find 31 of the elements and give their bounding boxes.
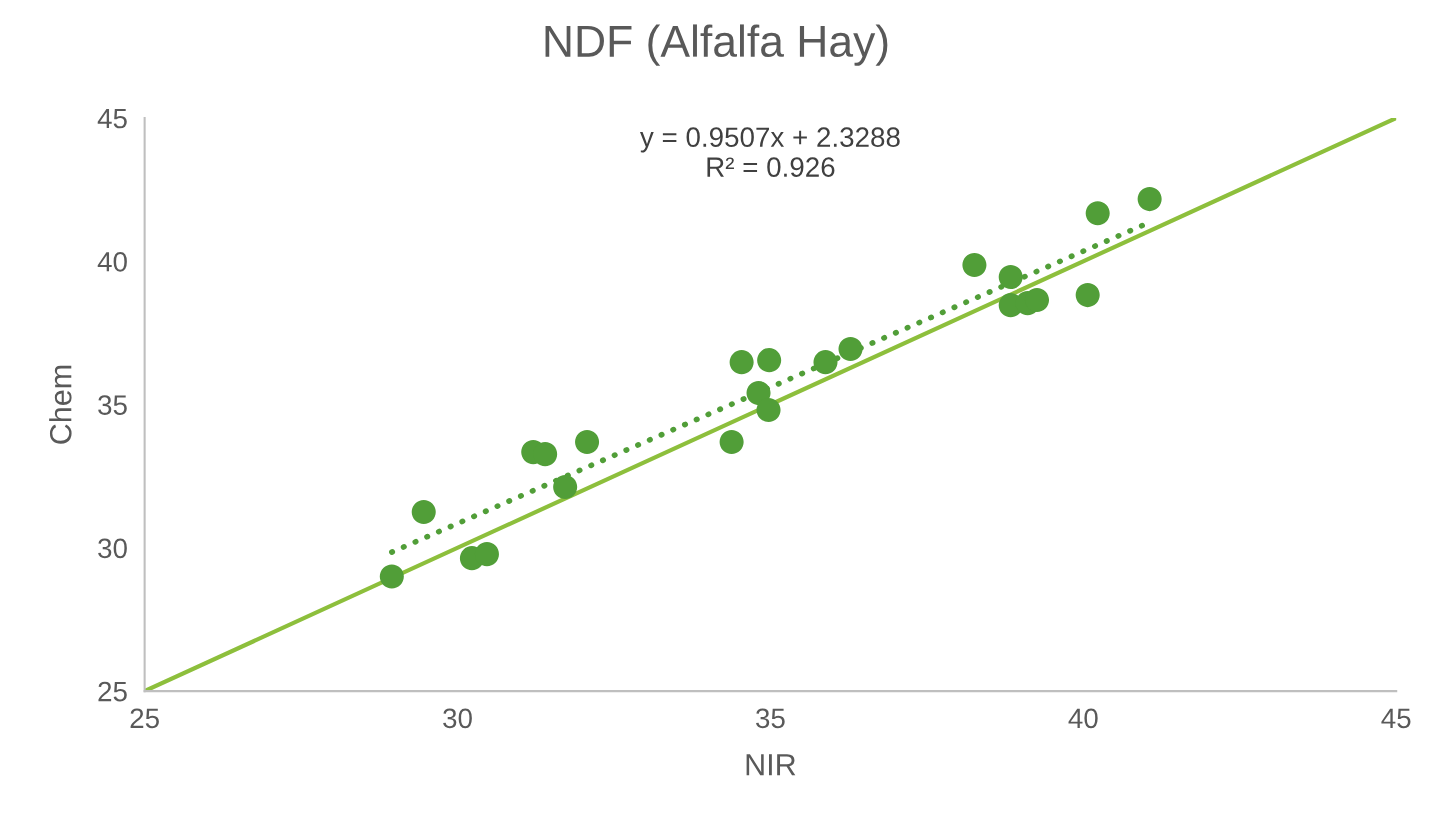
y-tick-label: 30 <box>98 538 127 559</box>
point <box>998 265 1023 290</box>
point <box>813 350 838 375</box>
y-tick-label: 40 <box>97 251 127 272</box>
x-tick-label: 45 <box>1381 708 1411 729</box>
point <box>553 475 578 500</box>
x-axis-title: NIR <box>746 754 796 776</box>
point <box>411 499 436 525</box>
x-tick-label: 25 <box>130 708 159 729</box>
y-tick-label: 35 <box>98 395 127 415</box>
point <box>719 430 744 455</box>
point <box>1137 187 1162 212</box>
y-axis-title: Chem <box>49 365 72 444</box>
point <box>1085 201 1110 226</box>
y-tick-label: 45 <box>97 108 127 129</box>
chart-title: NDF (Alfalfa Hay) <box>545 24 888 66</box>
point <box>575 430 600 455</box>
point <box>746 381 771 406</box>
point <box>757 348 782 373</box>
annotation: y = 0.9507x + 2.3288 R² = 0.926 <box>639 127 900 177</box>
point <box>756 397 781 423</box>
x-tick-label: 35 <box>756 708 785 729</box>
x-tick-label: 30 <box>443 708 472 729</box>
point <box>838 336 863 361</box>
point <box>729 350 754 375</box>
x-tick-label: 40 <box>1068 708 1098 729</box>
point <box>379 564 404 589</box>
y-tick-label: 25 <box>98 681 127 702</box>
point <box>962 252 987 278</box>
point <box>1075 283 1100 308</box>
point <box>474 542 499 567</box>
